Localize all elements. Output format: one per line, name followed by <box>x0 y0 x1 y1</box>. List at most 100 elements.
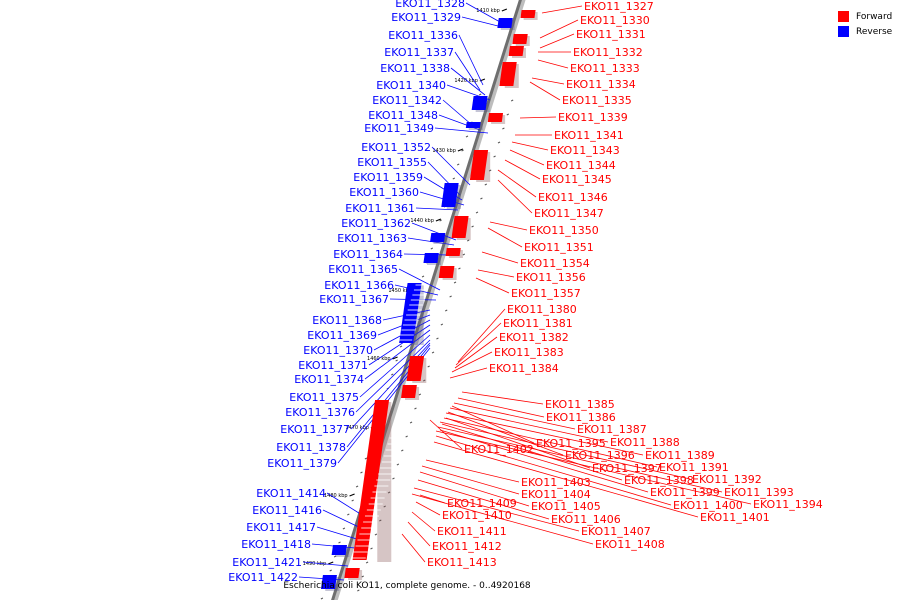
gene-label-forward[interactable]: EKO11_1332 <box>573 46 643 59</box>
gene-label-forward[interactable]: EKO11_1404 <box>521 488 591 501</box>
tick-label: 1450 kbp <box>388 288 412 294</box>
gene-label-reverse[interactable]: EKO11_1340 <box>376 79 446 92</box>
gene-label-forward[interactable]: EKO11_1385 <box>545 398 615 411</box>
gene-label-reverse[interactable]: EKO11_1342 <box>372 94 442 107</box>
gene-label-reverse[interactable]: EKO11_1376 <box>285 406 355 419</box>
minor-tick <box>436 337 439 340</box>
gene-label-forward[interactable]: EKO11_1407 <box>581 525 651 538</box>
gene-label-reverse[interactable]: EKO11_1329 <box>391 11 461 24</box>
leader-line <box>451 351 493 373</box>
gene-label-forward[interactable]: EKO11_1341 <box>554 129 624 142</box>
gene-label-forward[interactable]: EKO11_1347 <box>534 207 604 220</box>
leader-line <box>454 51 481 91</box>
gene-label-reverse[interactable]: EKO11_1338 <box>380 62 450 75</box>
minor-tick <box>338 541 341 544</box>
gene-label-reverse[interactable]: EKO11_1337 <box>384 46 454 59</box>
gene-label-reverse[interactable]: EKO11_1348 <box>368 109 438 122</box>
gene-label-reverse[interactable]: EKO11_1360 <box>349 186 419 199</box>
minor-tick <box>431 351 435 354</box>
gene-label-reverse[interactable]: EKO11_1367 <box>319 293 389 306</box>
gene-label-forward[interactable]: EKO11_1350 <box>529 224 599 237</box>
gene-label-forward[interactable]: EKO11_1388 <box>610 436 680 449</box>
leader-line <box>417 479 550 520</box>
gene-label-forward[interactable]: EKO11_1411 <box>437 525 507 538</box>
gene-label-forward[interactable]: EKO11_1382 <box>499 331 569 344</box>
gene-label-forward[interactable]: EKO11_1345 <box>542 173 612 186</box>
gene-label-forward[interactable]: EKO11_1410 <box>442 509 512 522</box>
gene-label-reverse[interactable]: EKO11_1364 <box>333 248 403 261</box>
gene-label-forward[interactable]: EKO11_1384 <box>489 362 559 375</box>
gene-label-reverse[interactable]: EKO11_1366 <box>324 279 394 292</box>
gene-label-reverse[interactable]: EKO11_1416 <box>252 504 322 517</box>
gene-label-forward[interactable]: EKO11_1356 <box>516 271 586 284</box>
gene-label-forward[interactable]: EKO11_1397 <box>592 462 662 475</box>
gene-label-forward[interactable]: EKO11_1400 <box>673 499 743 512</box>
gene-label-reverse[interactable]: EKO11_1414 <box>256 487 326 500</box>
gene-label-reverse[interactable]: EKO11_1370 <box>303 344 373 357</box>
gene-label-reverse[interactable]: EKO11_1421 <box>232 556 302 569</box>
gene-label-forward[interactable]: EKO11_1327 <box>584 0 654 13</box>
gene-label-reverse[interactable]: EKO11_1378 <box>276 441 346 454</box>
gene-label-forward[interactable]: EKO11_1354 <box>520 257 590 270</box>
gene-label-reverse[interactable]: EKO11_1368 <box>312 314 382 327</box>
gene-label-forward[interactable]: EKO11_1380 <box>507 303 577 316</box>
gene-label-forward[interactable]: EKO11_1344 <box>546 159 616 172</box>
gene-label-forward[interactable]: EKO11_1331 <box>576 28 646 41</box>
gene-label-reverse[interactable]: EKO11_1374 <box>294 373 364 386</box>
gene-label-reverse[interactable]: EKO11_1352 <box>361 141 431 154</box>
gene-label-forward[interactable]: EKO11_1386 <box>546 411 616 424</box>
gene-label-reverse[interactable]: EKO11_1328 <box>395 0 465 10</box>
gene-label-forward[interactable]: EKO11_1395 <box>536 437 606 450</box>
gene-label-forward[interactable]: EKO11_1381 <box>503 317 573 330</box>
gene-label-forward[interactable]: EKO11_1389 <box>645 449 715 462</box>
minor-tick <box>357 589 360 592</box>
gene-label-forward[interactable]: EKO11_1413 <box>427 556 497 569</box>
gene-label-forward[interactable]: EKO11_1392 <box>692 473 762 486</box>
gene-label-forward[interactable]: EKO11_1403 <box>521 476 591 489</box>
gene-label-forward[interactable]: EKO11_1408 <box>595 538 665 551</box>
gene-label-reverse[interactable]: EKO11_1362 <box>341 217 411 230</box>
gene-label-forward[interactable]: EKO11_1387 <box>577 423 647 436</box>
gene-label-reverse[interactable]: EKO11_1336 <box>388 29 458 42</box>
gene-label-forward[interactable]: EKO11_1391 <box>659 461 729 474</box>
gene-label-forward[interactable]: EKO11_1401 <box>700 511 770 524</box>
gene-label-reverse[interactable]: EKO11_1379 <box>267 457 337 470</box>
gene-label-reverse[interactable]: EKO11_1359 <box>353 171 423 184</box>
gene-label-forward[interactable]: EKO11_1402 <box>464 443 534 456</box>
gene-label-reverse[interactable]: EKO11_1369 <box>307 329 377 342</box>
forward-gene-block <box>401 385 417 398</box>
gene-label-reverse[interactable]: EKO11_1371 <box>298 359 368 372</box>
gene-label-reverse[interactable]: EKO11_1418 <box>241 538 311 551</box>
gene-label-forward[interactable]: EKO11_1330 <box>580 14 650 27</box>
gene-label-forward[interactable]: EKO11_1405 <box>531 500 601 513</box>
gene-label-forward[interactable]: EKO11_1357 <box>511 287 581 300</box>
gene-label-reverse[interactable]: EKO11_1355 <box>357 156 427 169</box>
gene-label-forward[interactable]: EKO11_1398 <box>624 474 694 487</box>
gene-label-forward[interactable]: EKO11_1334 <box>566 78 636 91</box>
gene-label-reverse[interactable]: EKO11_1349 <box>364 122 434 135</box>
gene-label-forward[interactable]: EKO11_1351 <box>524 241 594 254</box>
gene-label-reverse[interactable]: EKO11_1422 <box>228 571 298 584</box>
gene-label-forward[interactable]: EKO11_1333 <box>570 62 640 75</box>
gene-label-forward[interactable]: EKO11_1393 <box>724 486 794 499</box>
gene-label-forward[interactable]: EKO11_1396 <box>565 449 635 462</box>
gene-label-forward[interactable]: EKO11_1394 <box>753 498 823 511</box>
gene-label-reverse[interactable]: EKO11_1363 <box>337 232 407 245</box>
leader-line <box>439 429 649 493</box>
gene-label-forward[interactable]: EKO11_1346 <box>538 191 608 204</box>
leader-line <box>539 19 579 39</box>
gene-label-forward[interactable]: EKO11_1412 <box>432 540 502 553</box>
gene-label-forward[interactable]: EKO11_1339 <box>558 111 628 124</box>
minor-tick <box>423 379 426 382</box>
gene-label-forward[interactable]: EKO11_1383 <box>494 346 564 359</box>
gene-label-forward[interactable]: EKO11_1343 <box>550 144 620 157</box>
gene-label-forward[interactable]: EKO11_1406 <box>551 513 621 526</box>
gene-label-forward[interactable]: EKO11_1335 <box>562 94 632 107</box>
gene-label-reverse[interactable]: EKO11_1377 <box>280 423 350 436</box>
gene-label-forward[interactable]: EKO11_1409 <box>447 497 517 510</box>
gene-label-reverse[interactable]: EKO11_1375 <box>289 391 359 404</box>
gene-label-reverse[interactable]: EKO11_1417 <box>246 521 316 534</box>
gene-label-reverse[interactable]: EKO11_1365 <box>328 263 398 276</box>
gene-label-forward[interactable]: EKO11_1399 <box>650 486 720 499</box>
gene-label-reverse[interactable]: EKO11_1361 <box>345 202 415 215</box>
